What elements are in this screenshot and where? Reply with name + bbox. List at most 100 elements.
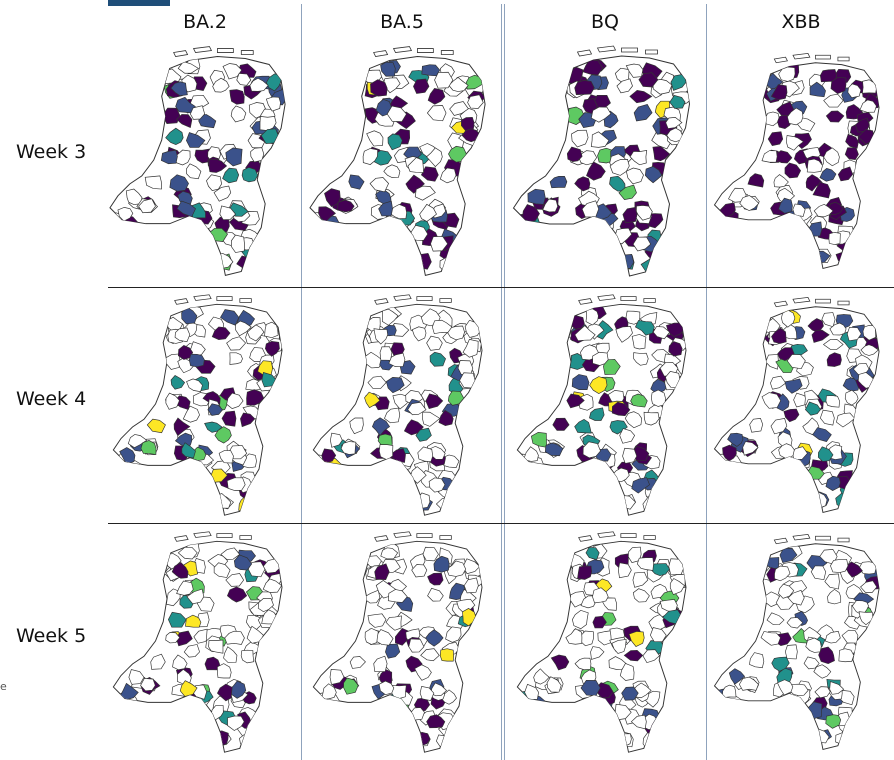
municipality-region [619, 428, 636, 444]
municipality-region [589, 407, 605, 421]
municipality-region [425, 629, 444, 647]
municipality-region [407, 401, 427, 416]
municipality-region [427, 87, 446, 105]
map-cell-r3-c1 [102, 526, 301, 756]
municipality-region [226, 586, 248, 603]
map-cell-r2-c1 [102, 289, 301, 519]
municipality-region [805, 174, 823, 192]
map-cell-r3-c2 [302, 526, 501, 756]
island-shape [393, 531, 412, 538]
island-shape [439, 535, 452, 540]
municipality-region [422, 546, 439, 562]
municipality-region [779, 547, 798, 564]
municipality-region [225, 573, 245, 587]
municipality-region [523, 446, 539, 462]
municipality-region [264, 321, 279, 339]
municipality-region [669, 578, 685, 596]
island-shape [773, 537, 788, 545]
municipality-region [208, 639, 224, 654]
municipality-region [160, 149, 178, 165]
municipality-region [644, 166, 663, 184]
municipality-region [426, 105, 447, 122]
island-shape [773, 56, 788, 64]
municipality-region [722, 444, 737, 462]
column-header-ba5: BA.5 [380, 11, 424, 33]
municipality-region [172, 654, 188, 671]
municipality-region [827, 588, 842, 605]
island-shape [217, 48, 234, 53]
municipality-region [608, 656, 628, 670]
municipality-region [462, 339, 479, 358]
municipality-region [348, 174, 365, 190]
island-shape [393, 294, 412, 301]
municipality-region [183, 644, 200, 658]
municipality-region [846, 326, 862, 342]
municipality-region [417, 446, 434, 463]
municipality-region [552, 417, 570, 431]
municipality-region [574, 325, 596, 342]
municipality-region [739, 195, 760, 212]
municipality-region [216, 683, 233, 702]
municipality-region [229, 89, 245, 105]
municipality-map [312, 531, 483, 753]
island-shape [597, 531, 616, 538]
municipality-region [592, 587, 609, 604]
municipality-region [188, 353, 205, 368]
municipality-region [785, 135, 805, 151]
municipality-region [549, 176, 568, 189]
municipality-region [811, 329, 830, 343]
municipality-region [403, 419, 424, 436]
municipality-region [585, 308, 599, 326]
map-cell-r3-c3 [505, 526, 706, 756]
island-shape [792, 53, 811, 60]
municipality-region [165, 127, 184, 146]
island-shape [578, 298, 593, 305]
municipality-region [566, 146, 583, 162]
municipality-region [420, 166, 439, 182]
municipality-region [182, 405, 200, 423]
municipality-region [590, 106, 612, 123]
municipality-region [527, 188, 546, 205]
municipality-region [749, 418, 764, 433]
municipality-region [785, 644, 798, 660]
municipality-region [411, 326, 427, 342]
municipality-region [770, 375, 787, 390]
municipality-region [419, 203, 437, 222]
island-shape [837, 537, 850, 543]
island-shape [416, 533, 433, 538]
municipality-region [420, 648, 440, 662]
municipality-region [611, 639, 627, 654]
municipality-region [221, 410, 237, 427]
municipality-region [625, 63, 644, 78]
municipality-region [374, 563, 390, 581]
municipality-region [812, 181, 831, 199]
municipality-region [337, 199, 355, 213]
island-shape [815, 535, 831, 541]
municipality-region [388, 352, 406, 367]
municipality-region [813, 203, 834, 218]
municipality-region [330, 432, 343, 448]
municipality-region [364, 627, 379, 645]
municipality-region [413, 78, 430, 94]
municipality-region [622, 447, 638, 464]
municipality-region [176, 580, 194, 596]
municipality-region [592, 615, 607, 629]
municipality-region [574, 176, 591, 192]
municipality-region [427, 572, 444, 586]
municipality-region [633, 103, 653, 122]
municipality-region [144, 175, 162, 190]
municipality-region [781, 309, 796, 328]
municipality-map [312, 294, 483, 516]
municipality-region [379, 346, 393, 361]
municipality-region [642, 732, 660, 750]
municipality-region [378, 200, 393, 217]
municipality-region [585, 547, 600, 560]
municipality-region [721, 684, 737, 699]
municipality-region [638, 72, 659, 88]
island-shape [620, 533, 637, 538]
municipality-region [524, 683, 539, 700]
municipality-region [384, 407, 401, 424]
municipality-region [364, 391, 381, 409]
island-shape [576, 49, 593, 57]
municipality-region [349, 656, 366, 669]
